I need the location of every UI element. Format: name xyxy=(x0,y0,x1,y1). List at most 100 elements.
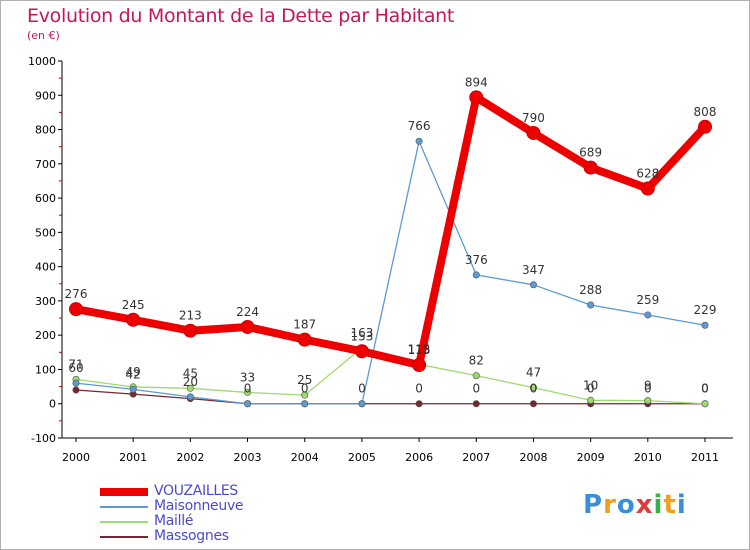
logo-letter: i xyxy=(653,490,664,520)
data-point-vouzailles xyxy=(469,90,484,105)
data-point-maill- xyxy=(301,391,309,399)
data-point-vouzailles xyxy=(183,323,198,338)
x-tick-label: 2003 xyxy=(234,451,262,464)
data-label-maisonneuve: 0 xyxy=(301,382,309,396)
data-label-maill-: 47 xyxy=(526,366,541,380)
data-label-maill-: 10 xyxy=(583,378,598,392)
legend-swatch-maille xyxy=(100,520,148,523)
data-point-vouzailles xyxy=(69,302,83,317)
legend-swatch-maisonneuve xyxy=(100,505,148,508)
x-tick-label: 2005 xyxy=(348,451,376,464)
logo-letter: r xyxy=(603,490,617,520)
legend-item-maille: Maillé xyxy=(100,514,243,529)
axes: -100010020030040050060070080090010002000… xyxy=(28,55,733,464)
y-tick-label: 800 xyxy=(35,124,56,137)
data-point-vouzailles xyxy=(698,119,712,134)
data-label-maisonneuve: 259 xyxy=(636,293,659,307)
legend-label-maille: Maillé xyxy=(154,513,194,529)
data-point-vouzailles xyxy=(126,312,141,327)
data-label-vouzailles: 153 xyxy=(350,329,373,343)
series-line-maisonneuve xyxy=(75,140,706,405)
y-tick-label: 700 xyxy=(35,158,56,171)
data-label-vouzailles: 689 xyxy=(579,146,602,160)
data-point-vouzailles xyxy=(526,125,541,140)
legend-label-vouzailles: VOUZAILLES xyxy=(154,483,238,499)
data-label-massognes: 0 xyxy=(587,382,595,396)
data-label-vouzailles: 276 xyxy=(65,287,88,301)
data-label-maill-: 45 xyxy=(183,366,198,380)
x-tick-label: 2008 xyxy=(519,451,547,464)
data-point-maisonneuve xyxy=(587,301,595,309)
data-point-maisonneuve xyxy=(415,137,423,145)
y-tick-label: 400 xyxy=(35,261,56,274)
data-label-maill-: 49 xyxy=(126,365,141,379)
data-point-massognes xyxy=(72,386,80,394)
data-label-maill-: 25 xyxy=(297,373,312,387)
data-label-maisonneuve: 347 xyxy=(522,263,545,277)
data-point-vouzailles xyxy=(240,319,255,334)
y-tick-label: 900 xyxy=(35,89,56,102)
data-point-maisonneuve xyxy=(701,321,709,329)
data-label-vouzailles: 245 xyxy=(122,298,145,312)
data-point-maisonneuve xyxy=(529,281,537,289)
data-label-maill-: 163 xyxy=(350,326,373,340)
data-point-maill- xyxy=(587,396,595,404)
legend-swatch-vouzailles xyxy=(100,487,148,496)
y-tick-label: 100 xyxy=(35,363,56,376)
logo-letter: o xyxy=(616,490,636,520)
data-point-maisonneuve xyxy=(244,400,252,408)
data-label-massognes: 0 xyxy=(530,382,538,396)
x-tick-label: 2011 xyxy=(691,451,719,464)
data-label-maisonneuve: 42 xyxy=(126,367,141,381)
data-label-maisonneuve: 288 xyxy=(579,283,602,297)
data-point-vouzailles xyxy=(640,181,655,196)
data-point-massognes xyxy=(415,400,423,408)
data-point-maill- xyxy=(529,384,537,392)
data-label-vouzailles: 213 xyxy=(179,309,202,323)
logo-letter: t xyxy=(663,490,677,520)
data-point-maisonneuve xyxy=(186,393,194,401)
data-label-maisonneuve: 229 xyxy=(694,303,717,317)
chart-title: Evolution du Montant de la Dette par Hab… xyxy=(27,5,455,27)
data-point-maill- xyxy=(701,400,709,408)
logo-letter: x xyxy=(635,490,654,520)
series-line-massognes xyxy=(75,389,706,405)
data-point-maisonneuve xyxy=(358,400,366,408)
data-point-vouzailles xyxy=(412,357,427,372)
data-label-maisonneuve: 376 xyxy=(465,253,488,267)
data-point-maill- xyxy=(472,372,480,380)
data-point-vouzailles xyxy=(354,344,369,359)
data-label-vouzailles: 894 xyxy=(465,75,488,89)
data-label-vouzailles: 187 xyxy=(293,318,316,332)
data-point-maisonneuve xyxy=(301,400,309,408)
data-label-vouzailles: 628 xyxy=(636,166,659,180)
data-point-maill- xyxy=(186,384,194,392)
x-tick-label: 2007 xyxy=(462,451,490,464)
data-label-massognes: 0 xyxy=(415,382,423,396)
y-tick-label: 1000 xyxy=(28,55,56,68)
data-label-vouzailles: 224 xyxy=(236,305,259,319)
legend-item-vouzailles: VOUZAILLES xyxy=(100,484,243,499)
series-layer xyxy=(69,90,712,408)
data-point-maill- xyxy=(244,388,252,396)
proxiti-logo: Proxiti xyxy=(583,490,687,520)
data-label-massognes: 0 xyxy=(472,382,480,396)
legend-item-massognes: Massognes xyxy=(100,529,243,544)
data-point-maisonneuve xyxy=(644,311,652,319)
data-point-maisonneuve xyxy=(72,379,80,387)
data-label-maill-: 33 xyxy=(240,370,255,384)
y-tick-label: 300 xyxy=(35,295,56,308)
logo-letter: i xyxy=(676,490,687,520)
data-point-vouzailles xyxy=(297,332,312,347)
y-tick-label: -100 xyxy=(31,432,56,445)
data-label-maill-: 0 xyxy=(701,382,709,396)
x-tick-label: 2000 xyxy=(62,451,90,464)
x-tick-label: 2009 xyxy=(577,451,605,464)
data-label-maisonneuve: 0 xyxy=(358,382,366,396)
data-label-maisonneuve: 0 xyxy=(244,382,252,396)
x-tick-label: 2010 xyxy=(634,451,662,464)
data-label-maill-: 71 xyxy=(68,357,83,371)
x-tick-label: 2002 xyxy=(176,451,204,464)
data-label-maisonneuve: 60 xyxy=(68,361,83,375)
